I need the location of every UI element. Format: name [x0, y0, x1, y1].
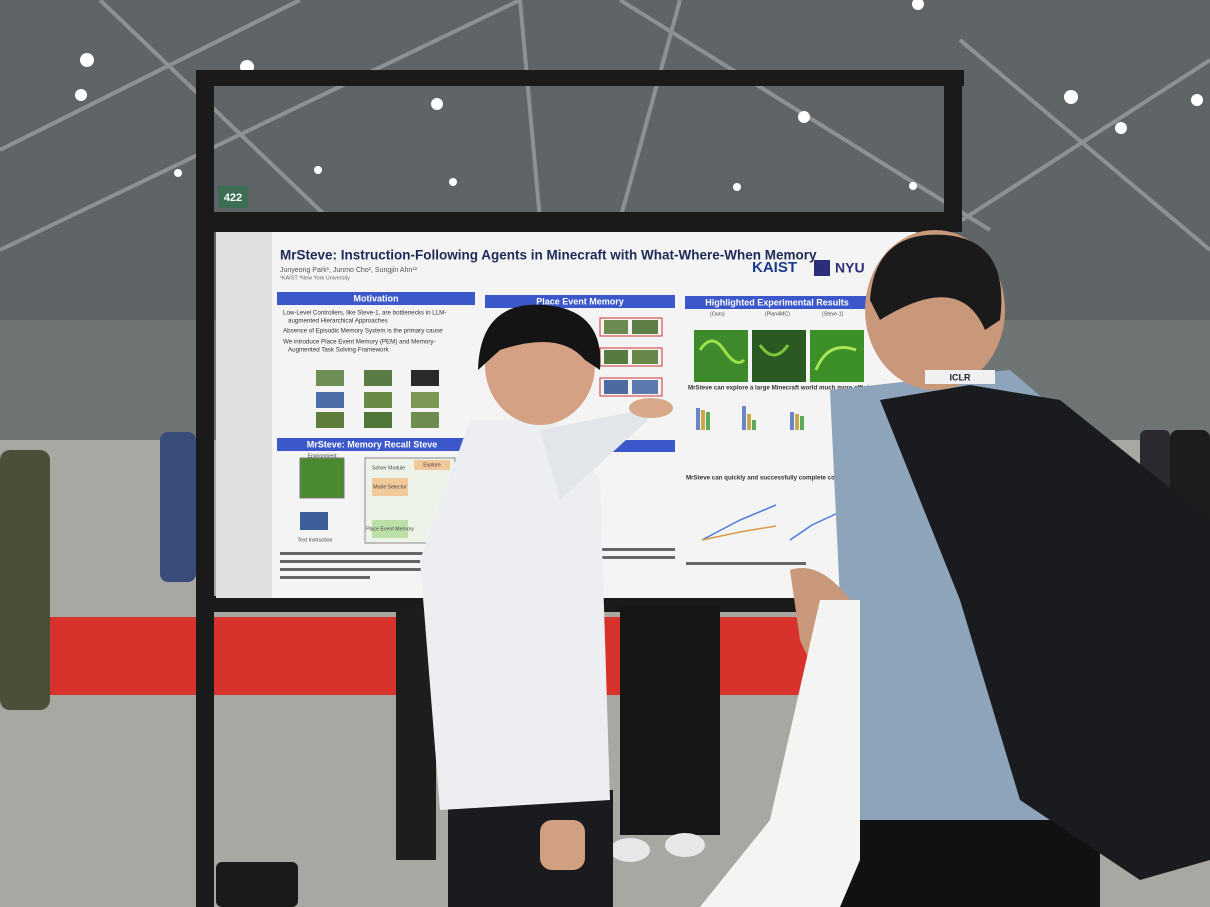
observation-image [300, 512, 328, 530]
floor-bag [216, 862, 298, 907]
diagram-label: Text Instruction [298, 537, 333, 543]
logo-kaist: KAIST [752, 259, 797, 276]
background-people [0, 430, 1210, 710]
result-caption: MrSteve can quickly and successfully com… [686, 475, 853, 482]
poster-title: MrSteve: Instruction-Following Agents in… [280, 248, 817, 263]
bullet-text: Augmented Task Solving Framework [288, 347, 390, 354]
section-header-bar [277, 292, 475, 305]
section-heading: MrSteve: Memory Recall Steve [307, 439, 438, 449]
result-label: (Steve-1) [822, 311, 844, 317]
pem-figure [599, 317, 663, 397]
diagram-label: Place Event Memory [366, 526, 414, 532]
pem-box [372, 520, 408, 538]
section-header-bar [277, 438, 467, 451]
ceiling-lights [75, 0, 1203, 191]
result-label: (Plan4MC) [765, 311, 790, 317]
mode-selector-box [372, 478, 408, 496]
poster-text-lines [280, 548, 806, 579]
result-line-charts [701, 504, 841, 541]
bullet-text: Low-Level Controllers, like Steve-1, are… [283, 310, 446, 317]
bullet-text: augmented Hierarchical Approaches [288, 318, 388, 325]
nyu-logo-mark [814, 260, 830, 276]
diagram-label: Environment [307, 453, 337, 459]
board-number-plate [218, 186, 248, 208]
visitor: ICLR [700, 230, 1210, 907]
explore-box [414, 460, 450, 470]
section-header-bar [485, 295, 675, 308]
motivation-figure [316, 370, 439, 428]
result-caption: MrSteve can explore a large Minecraft wo… [688, 385, 884, 392]
poster-affiliations: ¹KAIST ²New York University [280, 275, 350, 281]
environment-image [299, 457, 345, 499]
bullet-text: Absence of Episodic Memory System is the… [283, 328, 443, 335]
diagram-label: Mode Selector [373, 484, 407, 490]
bullet-text: We introduce Place Event Memory (PEM) an… [283, 339, 436, 346]
exploration-maps [694, 330, 864, 382]
badge-lanyard-text: ICLR [950, 372, 971, 382]
poster-margin [216, 232, 272, 598]
result-label: (Ours) [710, 311, 725, 317]
poster-authors: Junyeong Park¹, Junmo Cho¹, Sungjin Ahn¹… [280, 267, 418, 274]
logo-nyu: NYU [835, 260, 865, 276]
section-heading: Place Event Memory [536, 296, 624, 306]
diagram-label: Explore [423, 462, 441, 468]
section-heading: Motivation [354, 293, 399, 303]
board-number: 422 [224, 192, 242, 204]
section-header-bar [685, 296, 870, 309]
presenter [396, 304, 720, 907]
diagram-label: Solver Module [372, 465, 405, 471]
section-heading: Highlighted Experimental Results [705, 297, 849, 307]
